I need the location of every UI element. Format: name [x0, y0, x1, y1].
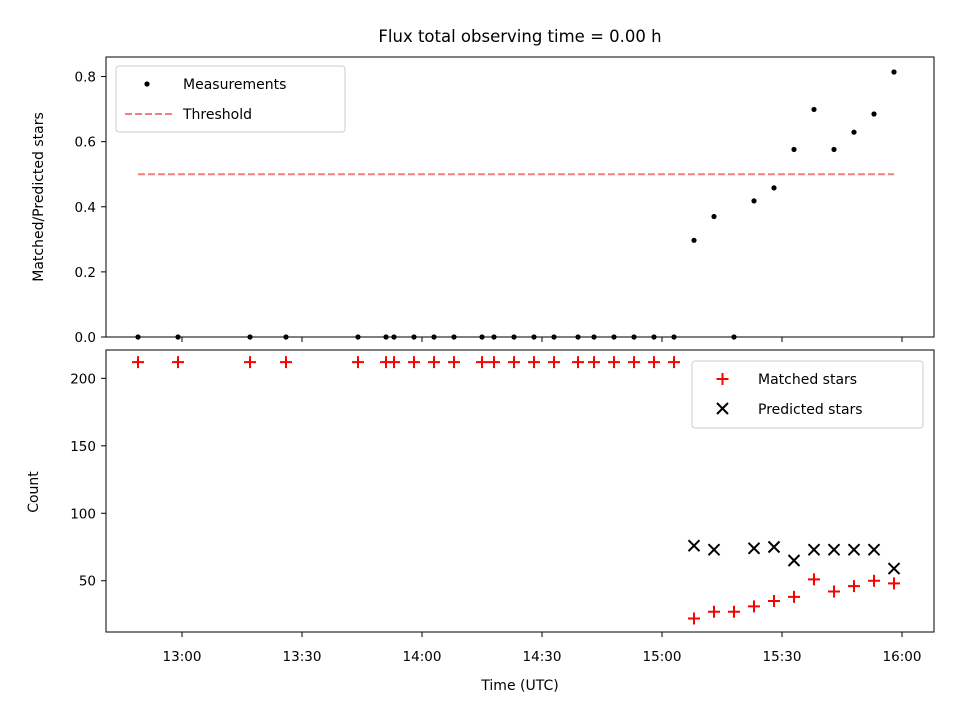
x-tick-label: 14:00 [403, 649, 442, 665]
measurement-point [811, 106, 817, 113]
y-tick-label: 0.4 [75, 200, 96, 216]
predicted-star-point [747, 542, 761, 555]
matched-star-point [476, 356, 488, 369]
matched-star-point [488, 356, 500, 369]
matched-star-point [388, 356, 400, 369]
predicted-star-point [827, 543, 841, 556]
matched-star-point [628, 356, 640, 369]
x-tick-label: 15:00 [643, 649, 682, 665]
matched-star-point [608, 356, 620, 369]
matched-star-point [728, 605, 740, 618]
bottom-panel: 50 100 150 200 Count 13:00 13:30 14:00 14:30 15… [26, 349, 935, 694]
matched-star-point [708, 605, 720, 618]
bottom-legend-box [691, 360, 924, 429]
measurement-point [791, 146, 797, 153]
matched-star-point [448, 356, 460, 369]
predicted-star-point [687, 539, 701, 552]
matched-star-point [588, 356, 600, 369]
matched-star-point [688, 612, 700, 625]
x-tick-label: 13:00 [163, 649, 202, 665]
top-x-ticks [181, 337, 903, 342]
bottom-y-ticks: 50 100 150 200 [70, 371, 106, 590]
predicted-star-point [787, 554, 801, 567]
matched-star-point [848, 580, 860, 593]
legend-matched-label: Matched stars [758, 372, 857, 388]
y-tick-label: 100 [70, 506, 96, 522]
x-tick-label: 14:30 [523, 649, 562, 665]
matched-star-point [548, 356, 560, 369]
bottom-legend: Matched stars Predicted stars [691, 360, 924, 429]
top-y-ticks: 0.0 0.2 0.4 0.6 0.8 [75, 70, 106, 346]
bottom-plot-marks [132, 356, 901, 625]
matched-star-point [132, 356, 144, 369]
measurement-point [851, 129, 857, 135]
matched-star-point [648, 356, 660, 369]
matched-star-point [528, 356, 540, 369]
measurement-point [871, 111, 877, 117]
matched-star-point [668, 356, 680, 369]
matched-star-point [768, 594, 780, 607]
predicted-star-point [707, 543, 721, 556]
predicted-star-point [807, 543, 821, 556]
x-axis-label: Time (UTC) [480, 678, 558, 694]
matched-star-point [408, 356, 420, 369]
matched-star-point [280, 356, 292, 369]
y-tick-label: 0.2 [75, 265, 96, 281]
y-tick-label: 200 [70, 371, 96, 387]
x-tick-label: 13:30 [283, 649, 322, 665]
matched-star-point [828, 585, 840, 598]
measurement-point [711, 213, 717, 220]
matched-star-point [868, 574, 880, 587]
matched-star-point [808, 573, 820, 586]
top-legend-box [115, 65, 346, 133]
y-tick-label: 50 [79, 574, 96, 590]
predicted-star-point [767, 540, 781, 554]
legend-measurements-label: Measurements [183, 77, 286, 93]
bottom-y-axis-label: Count [26, 471, 42, 513]
y-tick-label: 0.6 [75, 135, 96, 151]
y-tick-label: 0.0 [75, 330, 96, 346]
legend-threshold-label: Threshold [182, 107, 252, 123]
matched-star-point [788, 590, 800, 603]
matched-star-point [172, 356, 184, 369]
measurement-point [751, 198, 757, 204]
matched-legend-marker [716, 373, 729, 385]
chart-title: Flux total observing time = 0.00 h [378, 27, 661, 46]
matched-star-point [428, 356, 440, 369]
x-tick-label: 16:00 [883, 649, 922, 665]
top-legend: Measurements Threshold [115, 65, 346, 133]
measurement-point [771, 185, 777, 191]
matched-star-point [572, 356, 584, 369]
measurements-legend-marker [144, 81, 150, 87]
top-plot-frame [105, 56, 935, 338]
bottom-x-ticks: 13:00 13:30 14:00 14:30 15:00 15:30 16:00 [163, 632, 922, 665]
matched-star-point [244, 356, 256, 369]
top-panel: Flux total observing time = 0.00 h 0.00.… [31, 27, 935, 346]
y-tick-label: 0.8 [75, 70, 96, 86]
measurement-point [691, 237, 697, 243]
predicted-star-point [847, 543, 861, 556]
predicted-star-point [867, 543, 881, 556]
x-tick-label: 15:30 [763, 649, 802, 665]
matched-star-point [508, 356, 520, 369]
measurement-point [891, 69, 897, 75]
matched-star-point [748, 600, 760, 613]
top-y-axis-label: Matched/Predicted stars [31, 112, 47, 282]
matched-star-point [888, 577, 900, 590]
measurement-point [831, 146, 837, 153]
bottom-plot-frame [105, 349, 935, 633]
predicted-star-point [887, 562, 901, 575]
predicted-legend-marker [716, 402, 729, 415]
legend-predicted-label: Predicted stars [758, 402, 863, 418]
y-tick-label: 150 [70, 439, 96, 455]
matched-star-point [352, 356, 364, 369]
